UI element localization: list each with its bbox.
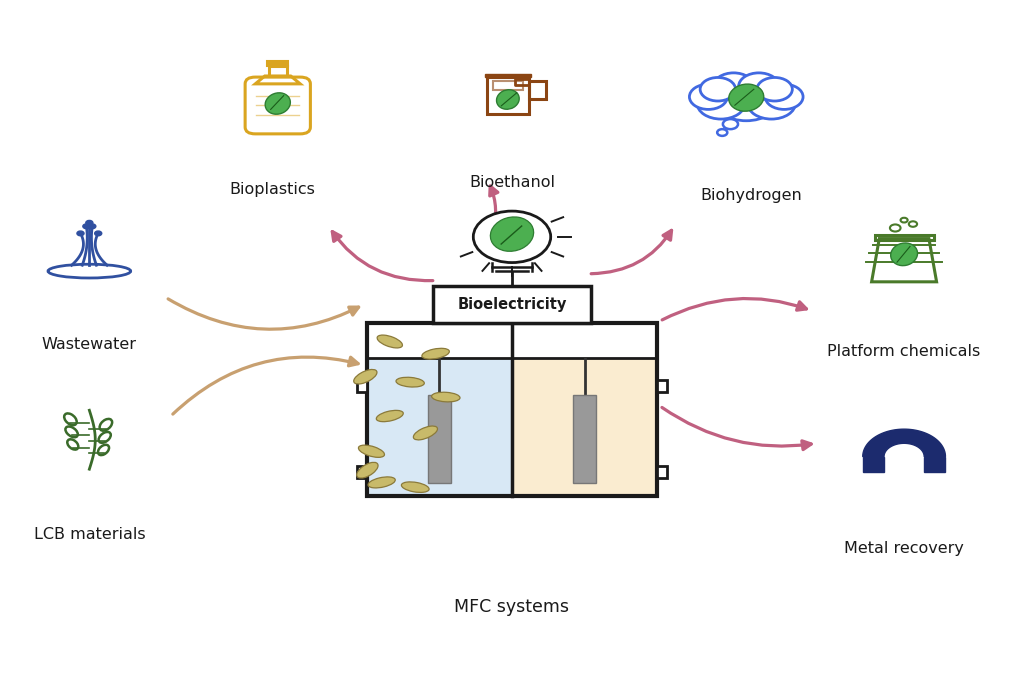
Ellipse shape	[377, 335, 402, 348]
Ellipse shape	[729, 84, 764, 111]
Bar	[528, 81, 546, 99]
Bar	[367, 323, 657, 496]
Circle shape	[738, 73, 779, 100]
Text: Biohydrogen: Biohydrogen	[700, 189, 802, 204]
Circle shape	[94, 231, 101, 236]
Circle shape	[83, 224, 90, 229]
Text: Wastewater: Wastewater	[42, 337, 137, 352]
Circle shape	[765, 84, 803, 109]
Bar	[428, 395, 451, 484]
Ellipse shape	[368, 477, 395, 488]
Circle shape	[714, 73, 754, 100]
Text: Bioplastics: Bioplastics	[229, 182, 315, 197]
Text: Metal recovery: Metal recovery	[844, 541, 964, 556]
Circle shape	[77, 231, 84, 236]
Circle shape	[700, 77, 735, 101]
Ellipse shape	[431, 392, 460, 402]
FancyArrowPatch shape	[591, 230, 672, 274]
Ellipse shape	[353, 370, 377, 384]
Bar	[874, 235, 934, 240]
Bar	[367, 323, 657, 358]
Ellipse shape	[401, 482, 429, 492]
Circle shape	[723, 119, 738, 129]
FancyArrowPatch shape	[168, 299, 358, 329]
Text: Platform chemicals: Platform chemicals	[827, 344, 981, 359]
Circle shape	[89, 224, 96, 229]
Bar	[487, 77, 528, 115]
Bar	[356, 466, 367, 478]
Polygon shape	[863, 429, 945, 457]
Circle shape	[714, 77, 779, 121]
Text: Bioethanol: Bioethanol	[469, 175, 555, 190]
Ellipse shape	[891, 243, 918, 266]
Ellipse shape	[265, 93, 291, 114]
Bar	[512, 358, 657, 496]
Ellipse shape	[376, 410, 403, 421]
FancyArrowPatch shape	[173, 357, 358, 414]
Text: LCB materials: LCB materials	[34, 527, 145, 542]
Circle shape	[689, 84, 727, 109]
Bar	[657, 380, 668, 392]
Circle shape	[697, 87, 745, 119]
Bar	[367, 358, 512, 496]
FancyArrowPatch shape	[489, 186, 498, 234]
Bar	[494, 81, 522, 90]
Bar	[269, 66, 287, 76]
FancyArrowPatch shape	[663, 298, 807, 320]
Ellipse shape	[358, 445, 384, 458]
Circle shape	[757, 77, 793, 101]
Bar	[925, 457, 945, 473]
Ellipse shape	[422, 348, 450, 359]
Ellipse shape	[497, 89, 519, 109]
FancyArrowPatch shape	[333, 232, 433, 281]
FancyArrowPatch shape	[662, 408, 811, 449]
Ellipse shape	[356, 462, 378, 478]
Bar	[863, 457, 884, 473]
Bar	[267, 61, 289, 66]
Text: Bioelectricity: Bioelectricity	[458, 296, 566, 311]
Bar	[573, 395, 596, 484]
Ellipse shape	[414, 426, 437, 440]
Circle shape	[748, 87, 796, 119]
Polygon shape	[485, 74, 530, 77]
Circle shape	[717, 129, 727, 136]
Text: MFC systems: MFC systems	[455, 598, 569, 616]
Bar	[356, 380, 367, 392]
Circle shape	[473, 211, 551, 262]
Ellipse shape	[396, 377, 424, 387]
Circle shape	[86, 221, 93, 225]
Bar	[433, 285, 591, 323]
Ellipse shape	[490, 217, 534, 251]
Bar	[657, 466, 668, 478]
